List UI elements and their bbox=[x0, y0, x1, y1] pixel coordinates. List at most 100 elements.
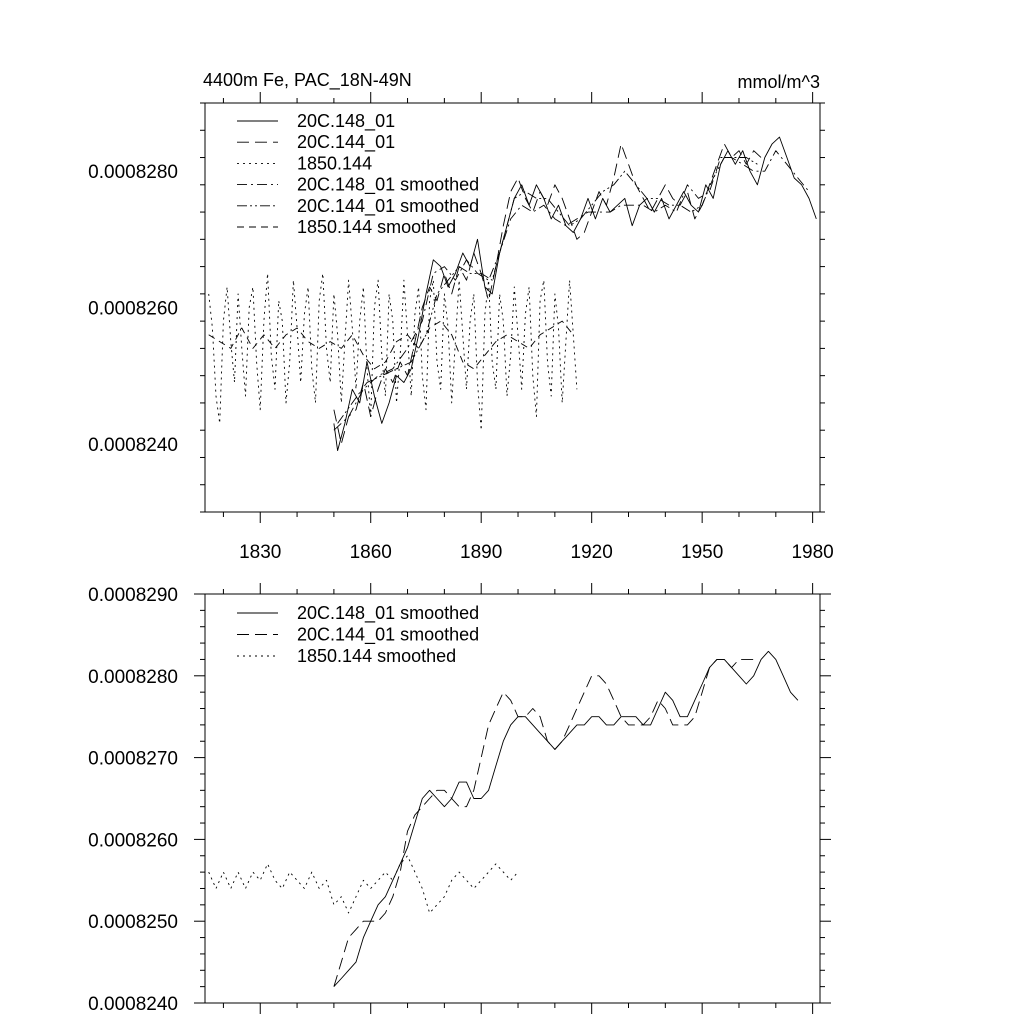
data-point bbox=[481, 880, 482, 881]
series-line-0-1 bbox=[333, 143, 762, 445]
y-tick-label: 0.0008290 bbox=[88, 585, 178, 606]
data-point bbox=[278, 300, 279, 301]
data-point bbox=[289, 362, 290, 363]
data-point bbox=[300, 382, 301, 383]
data-point bbox=[315, 402, 316, 403]
data-point bbox=[503, 692, 504, 693]
data-point bbox=[569, 724, 570, 725]
data-point bbox=[650, 212, 651, 213]
data-point bbox=[429, 300, 430, 301]
data-point bbox=[230, 341, 231, 342]
data-point bbox=[558, 212, 559, 213]
data-point bbox=[348, 937, 349, 938]
data-point bbox=[455, 341, 456, 342]
data-point bbox=[381, 355, 382, 356]
data-point bbox=[676, 212, 677, 213]
y-tick-label: 0.0008280 bbox=[88, 162, 178, 183]
data-point bbox=[691, 212, 692, 213]
data-point bbox=[495, 708, 496, 709]
data-point bbox=[635, 724, 636, 725]
series-line-0-0 bbox=[333, 136, 817, 452]
data-point bbox=[488, 872, 489, 873]
series-line-0-5 bbox=[208, 320, 574, 370]
data-point bbox=[680, 724, 681, 725]
data-point bbox=[753, 659, 754, 660]
chart-title: 4400m Fe, PAC_18N-49N bbox=[203, 70, 412, 91]
plot-frame-1 bbox=[204, 593, 821, 1004]
data-point bbox=[687, 191, 688, 192]
data-point bbox=[547, 205, 548, 206]
y-tick-label: 0.0008260 bbox=[88, 299, 178, 320]
data-point bbox=[308, 287, 309, 288]
legend-label: 1850.144 smoothed bbox=[297, 646, 456, 666]
legend-label: 20C.148_01 smoothed bbox=[297, 175, 479, 196]
data-point bbox=[518, 178, 519, 179]
data-point bbox=[499, 293, 500, 294]
data-point bbox=[477, 382, 478, 383]
data-point bbox=[378, 921, 379, 922]
data-point bbox=[363, 287, 364, 288]
data-point bbox=[521, 205, 522, 206]
units-label: mmol/m^3 bbox=[738, 72, 820, 92]
data-point bbox=[223, 321, 224, 322]
data-point bbox=[694, 716, 695, 717]
data-point bbox=[518, 872, 519, 873]
data-point bbox=[411, 396, 412, 397]
data-point bbox=[525, 314, 526, 315]
data-point bbox=[481, 757, 482, 758]
series-line-0-3 bbox=[333, 150, 810, 431]
data-point bbox=[606, 684, 607, 685]
legend-label: 1850.144 bbox=[297, 153, 372, 173]
data-point bbox=[437, 904, 438, 905]
y-tick-label: 0.0008250 bbox=[88, 912, 178, 933]
data-point bbox=[547, 198, 548, 199]
data-point bbox=[341, 402, 342, 403]
data-point bbox=[459, 280, 460, 281]
data-point bbox=[374, 307, 375, 308]
data-point bbox=[422, 806, 423, 807]
data-point bbox=[510, 355, 511, 356]
data-point bbox=[599, 212, 600, 213]
data-point bbox=[337, 334, 338, 335]
data-point bbox=[359, 321, 360, 322]
y-tick-label: 0.0008280 bbox=[88, 667, 178, 688]
y-tick-label: 0.0008240 bbox=[88, 435, 178, 456]
data-point bbox=[363, 389, 364, 390]
data-point bbox=[448, 328, 449, 329]
data-point bbox=[267, 863, 268, 864]
data-point bbox=[621, 205, 622, 206]
data-point bbox=[488, 280, 489, 281]
data-point bbox=[212, 328, 213, 329]
data-point bbox=[275, 880, 276, 881]
data-point bbox=[356, 389, 357, 390]
data-point bbox=[400, 355, 401, 356]
data-point bbox=[473, 888, 474, 889]
data-point bbox=[650, 716, 651, 717]
data-point bbox=[289, 872, 290, 873]
data-point bbox=[602, 191, 603, 192]
data-point bbox=[275, 348, 276, 349]
data-point bbox=[488, 724, 489, 725]
data-point bbox=[613, 178, 614, 179]
x-tick-label: 1980 bbox=[791, 542, 833, 563]
data-point bbox=[219, 423, 220, 424]
x-tick-label: 1950 bbox=[681, 542, 723, 563]
series-line-1-1 bbox=[333, 658, 754, 987]
plot-frame-0 bbox=[204, 102, 821, 513]
data-point bbox=[396, 402, 397, 403]
data-point bbox=[437, 293, 438, 294]
data-point bbox=[333, 293, 334, 294]
data-point bbox=[613, 700, 614, 701]
data-point bbox=[330, 382, 331, 383]
data-point bbox=[418, 287, 419, 288]
data-point bbox=[263, 321, 264, 322]
data-point bbox=[481, 430, 482, 431]
data-point bbox=[341, 443, 342, 444]
data-point bbox=[543, 280, 544, 281]
data-point bbox=[565, 341, 566, 342]
data-point bbox=[352, 334, 353, 335]
data-point bbox=[742, 164, 743, 165]
data-point bbox=[400, 872, 401, 873]
data-point bbox=[621, 143, 622, 144]
